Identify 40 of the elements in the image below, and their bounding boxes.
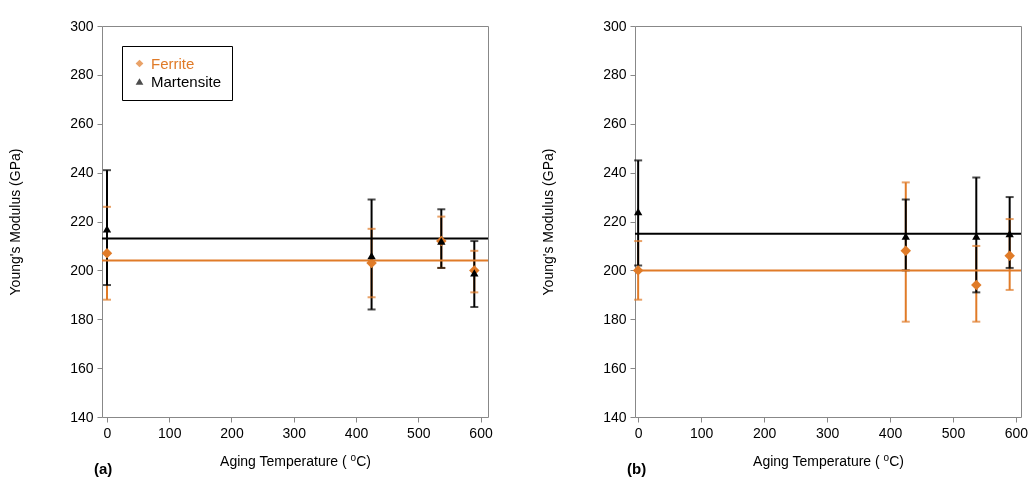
legend-label: Ferrite [151, 54, 195, 72]
y-tick-label: 180 [603, 310, 627, 327]
x-tick-label: 0 [634, 424, 643, 441]
y-tick-label: 300 [70, 17, 94, 34]
x-tick-label: 400 [878, 424, 903, 441]
x-axis-title: Aging Temperature ( $^{o}$C) [753, 451, 904, 469]
y-axis-title: Young's Modulus (GPa) [540, 148, 557, 296]
y-tick-label: 280 [603, 66, 627, 83]
y-tick-label: 160 [70, 359, 94, 376]
x-tick-label: 300 [282, 424, 307, 441]
x-tick-label: 600 [1004, 424, 1029, 441]
x-tick-label: 600 [469, 424, 493, 441]
y-tick-label: 180 [70, 310, 94, 327]
y-tick-label: 300 [603, 17, 627, 34]
x-tick-label: 300 [815, 424, 840, 441]
y-tick-label: 260 [603, 115, 627, 132]
y-tick-label: 240 [70, 164, 94, 181]
y-tick-label: 200 [603, 261, 627, 278]
y-tick-label: 140 [603, 408, 627, 425]
legend-label: Martensite [151, 72, 222, 90]
y-tick-label: 260 [70, 115, 94, 132]
y-tick-label: 200 [70, 261, 94, 278]
text: (a) [94, 460, 113, 477]
x-tick-label: 400 [344, 424, 369, 441]
y-tick-label: 280 [70, 66, 94, 83]
x-tick-label: 500 [941, 424, 966, 441]
y-tick-label: 160 [603, 359, 627, 376]
y-axis-title: Young's Modulus (GPa) [7, 148, 24, 296]
x-tick-label: 100 [689, 424, 714, 441]
y-tick-label: 220 [70, 213, 94, 229]
x-tick-label: 200 [220, 424, 244, 441]
y-tick-label: 140 [70, 408, 94, 425]
x-tick-label: 200 [752, 424, 777, 441]
x-tick-label: 100 [158, 424, 182, 441]
x-tick-label: 0 [103, 424, 112, 441]
text: (b) [627, 460, 647, 477]
x-axis-title: Aging Temperature ( $^{o}$C) [220, 451, 371, 469]
y-tick-label: 240 [603, 164, 627, 181]
y-tick-label: 220 [603, 213, 627, 229]
x-tick-label: 500 [407, 424, 431, 441]
